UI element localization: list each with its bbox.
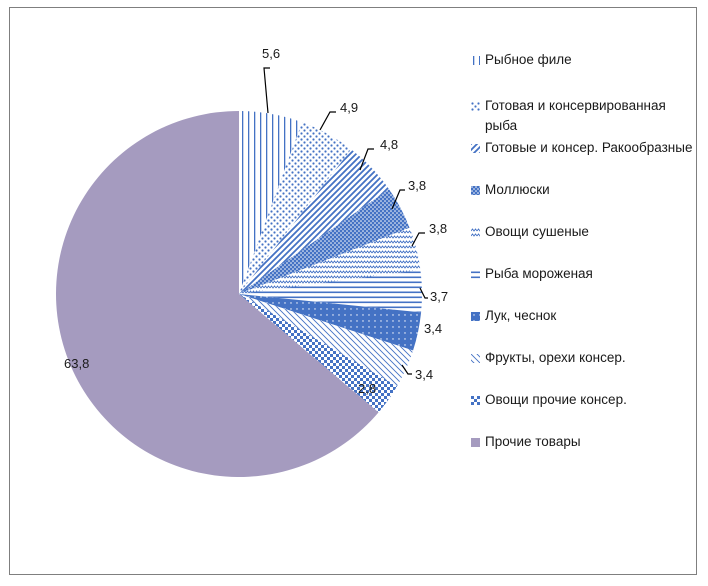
pie-slice-8	[239, 294, 414, 387]
data-label-9: 2,8	[358, 381, 376, 396]
legend-label: Овощи сушеные	[485, 224, 589, 239]
pie-slice-6	[239, 269, 423, 313]
legend-item: Готовые и консер. Ракообразные	[471, 138, 696, 158]
legend-label: Готовая и консервированная рыба	[485, 98, 666, 133]
pie-slice-10	[56, 111, 379, 478]
legend-label: Рыбное филе	[485, 52, 572, 67]
legend-item: Рыбное филе	[471, 50, 696, 70]
legend-item: Прочие товары	[471, 432, 696, 452]
legend-swatch	[471, 396, 480, 405]
data-label-1: 5,6	[262, 46, 280, 61]
leader-line-5	[411, 232, 425, 247]
data-label-7: 3,4	[424, 321, 442, 336]
legend-swatch	[471, 354, 480, 363]
pie-slice-2	[239, 122, 352, 295]
legend-swatch	[471, 312, 480, 321]
legend-item: Готовая и консервированная рыба	[471, 96, 696, 136]
legend-label: Прочие товары	[485, 434, 581, 449]
legend-swatch	[471, 102, 480, 111]
legend-label: Фрукты, орехи консер.	[485, 350, 626, 365]
pie-slice-7	[239, 294, 422, 351]
legend-item: Овощи сушеные	[471, 222, 696, 242]
legend-swatch	[471, 186, 480, 195]
legend-swatch	[471, 228, 480, 237]
legend-item: Овощи прочие консер.	[471, 390, 696, 410]
data-label-2: 4,9	[340, 100, 358, 115]
legend-item: Фрукты, орехи консер.	[471, 348, 696, 368]
legend-item: Лук, чеснок	[471, 306, 696, 326]
data-label-4: 3,8	[408, 178, 426, 193]
legend-swatch	[471, 270, 480, 279]
legend-item: Рыба мороженая	[471, 264, 696, 284]
pie-slice-4	[239, 189, 410, 294]
legend-swatch	[471, 56, 480, 65]
legend-swatch	[471, 438, 480, 447]
legend-label: Моллюски	[485, 182, 550, 197]
data-label-8: 3,4	[415, 367, 433, 382]
leader-line-3	[359, 148, 374, 171]
legend-label: Овощи прочие консер.	[485, 392, 627, 407]
legend-swatch	[471, 144, 480, 153]
pie-slice-1	[239, 111, 303, 294]
leader-line-1	[263, 67, 270, 114]
data-label-10: 63,8	[64, 356, 89, 371]
legend-label: Готовые и консер. Ракообразные	[485, 140, 693, 155]
leader-line-4	[391, 189, 405, 210]
pie-slice-3	[239, 149, 390, 294]
legend-item: Моллюски	[471, 180, 696, 200]
legend-label: Лук, чеснок	[485, 308, 557, 323]
data-label-3: 4,8	[380, 137, 398, 152]
pie-slice-9	[239, 294, 398, 413]
data-label-5: 3,8	[429, 221, 447, 236]
leader-line-6	[419, 287, 428, 299]
data-label-6: 3,7	[430, 289, 448, 304]
chart-frame	[9, 7, 697, 575]
legend-label: Рыба мороженая	[485, 266, 593, 281]
leader-line-2	[319, 111, 336, 131]
pie-slice-5	[239, 227, 421, 294]
leader-line-8	[401, 364, 412, 375]
